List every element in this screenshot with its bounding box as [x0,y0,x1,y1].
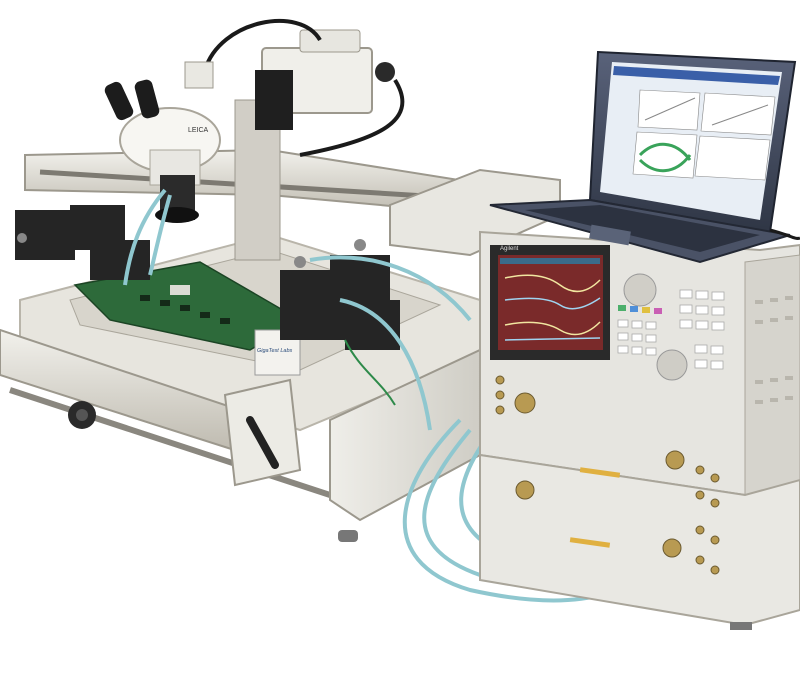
camera-head [203,18,405,157]
station-foot [338,530,358,542]
probe-positioner-left [15,205,150,280]
analyzer-test-set [479,453,800,627]
adjust-handle [246,416,279,469]
eye-diagram [638,142,692,173]
analyzer-ports-lower [515,450,720,575]
microscope-brand-label: LEICA [188,127,209,134]
probe-station-brand-label: GigaTest Labs [257,348,293,354]
network-analyzer-icon: Agilent [479,230,800,630]
analyzer-keypad [617,273,725,381]
analyzer-side-panel [744,254,800,496]
green-probe-wire [344,339,396,406]
end-plate-right [329,348,481,522]
end-block-left [223,378,302,487]
analyzer-screen [498,255,603,350]
laptop-touchpad [589,224,631,246]
laptop-keyboard [525,205,760,252]
analyzer-ports-top [495,375,536,415]
laptop-cable [769,228,800,240]
test-set-stripe [579,467,621,478]
analyzer-traces [504,274,601,341]
pcb-components [140,285,230,324]
microscope-icon: LEICA [104,61,221,223]
analyzer-foot [730,622,752,630]
front-rod [9,387,331,498]
analyzer-brand-label: Agilent [500,246,519,252]
laptop-icon [489,50,800,264]
